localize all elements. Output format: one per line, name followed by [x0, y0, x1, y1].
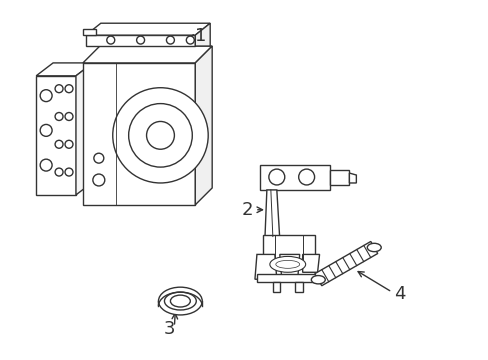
Polygon shape: [272, 282, 279, 292]
Circle shape: [40, 159, 52, 171]
Polygon shape: [83, 46, 212, 63]
Polygon shape: [294, 282, 302, 292]
Text: 2: 2: [241, 201, 252, 219]
Ellipse shape: [269, 256, 305, 272]
Polygon shape: [195, 23, 210, 46]
Polygon shape: [254, 255, 276, 279]
Polygon shape: [314, 242, 377, 286]
Circle shape: [40, 125, 52, 136]
Circle shape: [93, 174, 104, 186]
Ellipse shape: [275, 260, 299, 268]
Circle shape: [55, 168, 63, 176]
Polygon shape: [349, 173, 356, 183]
Polygon shape: [83, 63, 195, 205]
Circle shape: [65, 85, 73, 93]
Polygon shape: [195, 46, 212, 205]
Polygon shape: [260, 165, 329, 190]
Ellipse shape: [158, 287, 202, 315]
Ellipse shape: [311, 275, 325, 284]
Circle shape: [55, 113, 63, 121]
Circle shape: [166, 36, 174, 44]
Text: 3: 3: [163, 320, 175, 338]
Circle shape: [94, 153, 103, 163]
Polygon shape: [256, 274, 319, 282]
Circle shape: [113, 88, 208, 183]
Polygon shape: [302, 255, 319, 272]
Polygon shape: [36, 63, 93, 76]
Polygon shape: [329, 170, 349, 185]
Ellipse shape: [170, 295, 190, 307]
Circle shape: [146, 121, 174, 149]
Circle shape: [55, 85, 63, 93]
Polygon shape: [264, 190, 279, 239]
Circle shape: [106, 36, 115, 44]
Text: 1: 1: [195, 27, 206, 45]
Polygon shape: [83, 29, 96, 35]
Text: 4: 4: [393, 285, 405, 303]
Circle shape: [298, 169, 314, 185]
Polygon shape: [279, 255, 299, 279]
Polygon shape: [86, 23, 210, 35]
Circle shape: [65, 140, 73, 148]
Circle shape: [40, 90, 52, 102]
Circle shape: [186, 36, 194, 44]
Circle shape: [136, 36, 144, 44]
Circle shape: [55, 140, 63, 148]
Circle shape: [268, 169, 284, 185]
Circle shape: [128, 104, 192, 167]
Polygon shape: [263, 235, 314, 260]
Polygon shape: [76, 63, 93, 195]
Polygon shape: [36, 76, 76, 195]
Circle shape: [65, 113, 73, 121]
Polygon shape: [86, 35, 195, 46]
Ellipse shape: [164, 292, 196, 310]
Circle shape: [65, 168, 73, 176]
Ellipse shape: [366, 243, 381, 252]
